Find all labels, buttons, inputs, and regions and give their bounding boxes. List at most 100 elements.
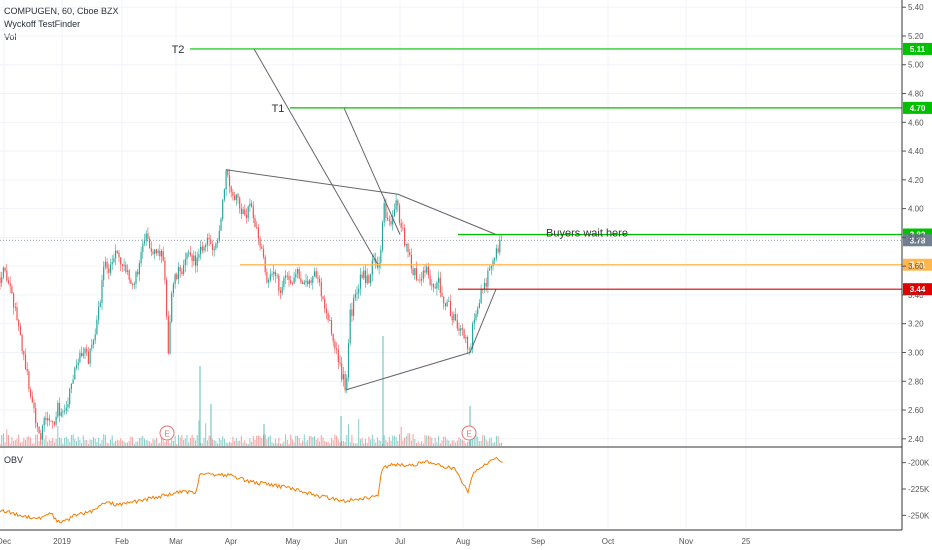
candle-body — [312, 276, 314, 283]
candle-body — [55, 416, 57, 425]
candle-body — [344, 374, 346, 391]
candle-body — [201, 246, 203, 251]
volume-bar — [446, 439, 448, 446]
volume-bar — [402, 440, 404, 446]
candle-body — [286, 275, 288, 277]
candle-body — [242, 209, 244, 214]
volume-bar — [169, 443, 171, 446]
candle-body — [285, 275, 287, 279]
earnings-marker: E — [159, 425, 175, 441]
price-axis-label: 4.60 — [908, 118, 924, 127]
candle-body — [109, 264, 112, 273]
volume-bar — [179, 437, 181, 446]
candle-body — [53, 422, 55, 425]
candle-body — [465, 336, 467, 339]
volume-bar — [84, 440, 86, 446]
volume-bar — [325, 441, 327, 446]
volume-bar — [2, 433, 4, 446]
candle-body — [167, 316, 169, 354]
candle-body — [446, 301, 448, 307]
symbol-title: COMPUGEN, 60, Cboe BZX — [4, 6, 119, 16]
candle-body — [342, 374, 344, 380]
projection-line-t1 — [343, 107, 401, 235]
candle-body — [392, 216, 394, 225]
candle-body — [26, 369, 28, 372]
volume-bar — [206, 440, 208, 446]
level-tag-text: 3.44 — [910, 285, 926, 294]
candle-body — [247, 206, 249, 219]
upper-trendline-2 — [397, 193, 497, 235]
candle-body — [453, 314, 455, 321]
candle-body — [28, 371, 30, 390]
volume-bar — [4, 442, 6, 446]
candle-body — [130, 279, 132, 284]
volume-bar — [278, 437, 280, 446]
volume-bar — [240, 435, 242, 446]
volume-bar — [397, 441, 399, 446]
candle-body — [142, 243, 144, 252]
volume-bar — [400, 426, 402, 446]
candle-body — [159, 250, 161, 257]
volume-bar — [94, 438, 96, 446]
volume-bar — [312, 437, 314, 446]
price-axis-label: 4.20 — [908, 176, 924, 185]
candle-body — [492, 260, 494, 267]
candle-body — [451, 316, 453, 321]
candle-body — [368, 275, 370, 284]
candle-body — [79, 352, 81, 363]
volume-bar — [482, 434, 484, 446]
volume-bar — [303, 434, 305, 446]
volume-bar — [111, 435, 113, 446]
candle-body — [489, 268, 491, 271]
candle-body — [495, 248, 497, 259]
obv-title: OBV — [4, 455, 24, 465]
candle-body — [13, 293, 15, 308]
volume-bar — [305, 441, 307, 446]
candle-body — [98, 306, 100, 320]
candle-body — [23, 351, 25, 356]
volume-bar — [47, 441, 49, 446]
volume-bar — [154, 439, 156, 446]
trend-lines — [225, 48, 497, 391]
volume-bar — [64, 437, 66, 446]
volume-bar — [302, 440, 304, 446]
volume-bar — [13, 440, 15, 446]
candle-body — [456, 320, 458, 329]
candle-body — [300, 278, 302, 283]
candle-body — [174, 274, 176, 285]
volume-bar — [60, 438, 62, 446]
candle-body — [288, 275, 290, 280]
volume-bar — [28, 436, 30, 446]
volume-bar — [189, 438, 191, 446]
volume-bar — [378, 440, 380, 446]
volume-bar — [222, 436, 224, 446]
volume-bar — [324, 440, 326, 446]
volume-bar — [26, 436, 28, 446]
volume-bar — [218, 438, 220, 446]
candle-body — [398, 205, 401, 224]
volume-bar — [1, 434, 3, 446]
candle-body — [353, 298, 355, 316]
candle-body — [439, 277, 441, 293]
volume-bar — [259, 436, 261, 446]
candle-body — [118, 252, 120, 258]
volume-bar — [9, 443, 11, 446]
volume-bar — [6, 429, 8, 446]
volume-bar — [390, 440, 392, 446]
volume-bar — [366, 442, 368, 446]
candle-body — [210, 239, 212, 245]
volume-bar — [341, 440, 343, 446]
volume-bar — [422, 443, 424, 446]
candle-body — [434, 287, 436, 289]
volume-bar — [468, 441, 470, 446]
candle-body — [62, 411, 64, 413]
volume-bar — [450, 443, 451, 446]
candle-body — [177, 267, 180, 279]
volume-bar — [43, 439, 45, 446]
candle-body — [322, 296, 324, 299]
volume-bar — [453, 440, 455, 446]
volume-bar — [127, 442, 128, 446]
volume-bar — [59, 437, 60, 446]
level-label-t2: T2 — [172, 44, 185, 56]
